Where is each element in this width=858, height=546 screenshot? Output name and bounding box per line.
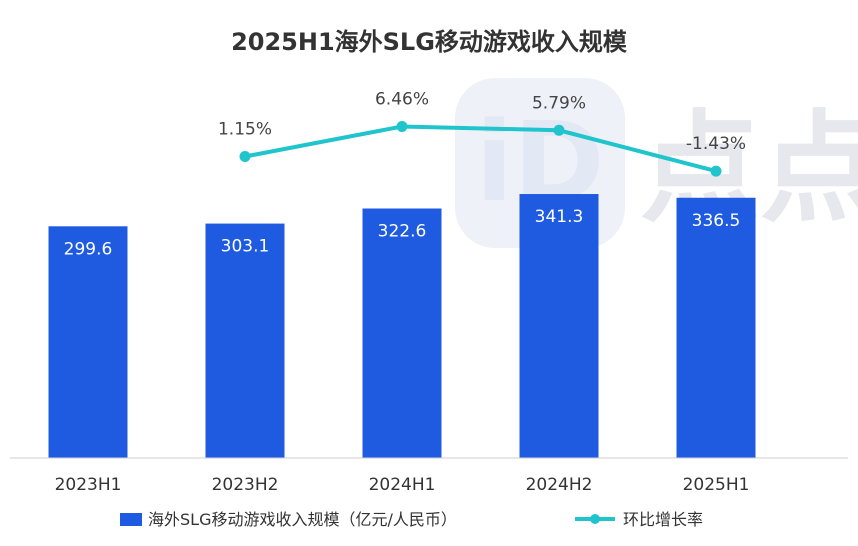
- growth-point-2023H2: [239, 151, 251, 163]
- growth-value-label: 5.79%: [532, 93, 586, 113]
- chart-title: 2025H1海外SLG移动游戏收入规模: [231, 28, 628, 56]
- bar-value-label: 299.6: [64, 239, 113, 259]
- legend-line-marker: [590, 514, 600, 524]
- bar-series: 299.6 303.1 322.6 341.3 336.5: [48, 194, 756, 458]
- bar-value-label: 303.1: [221, 237, 270, 257]
- legend-line-label: 环比增长率: [623, 510, 703, 529]
- bar-2025H1: [676, 197, 756, 458]
- bar-value-label: 322.6: [378, 222, 427, 242]
- bar-2024H2: [519, 194, 599, 458]
- growth-point-2024H2: [553, 124, 565, 136]
- bar-2023H1: [48, 226, 128, 458]
- bar-2024H1: [362, 208, 442, 458]
- growth-value-label: 6.46%: [375, 90, 429, 110]
- x-tick-2023H2: 2023H2: [212, 475, 279, 495]
- watermark-logo: iD 点点: [455, 78, 858, 248]
- x-tick-2024H2: 2024H2: [526, 475, 593, 495]
- legend: 海外SLG移动游戏收入规模（亿元/人民币） 环比增长率: [120, 510, 703, 529]
- growth-rate-line: [244, 124, 717, 174]
- x-axis-tick-labels: 2023H1 2023H2 2024H1 2024H2 2025H1: [55, 475, 750, 495]
- growth-value-label: -1.43%: [686, 134, 746, 154]
- x-tick-2023H1: 2023H1: [55, 475, 122, 495]
- bar-value-label: 336.5: [692, 211, 741, 231]
- legend-bar-swatch: [120, 513, 142, 526]
- growth-rate-series: 1.15% 6.46% 5.79% -1.43%: [218, 90, 746, 177]
- bar-value-label: 341.3: [535, 207, 584, 227]
- legend-bar-label: 海外SLG移动游戏收入规模（亿元/人民币）: [148, 510, 457, 529]
- bar-2023H2: [205, 223, 285, 458]
- x-tick-2024H1: 2024H1: [369, 475, 436, 495]
- growth-value-label: 1.15%: [218, 120, 272, 140]
- growth-point-2024H1: [396, 121, 408, 133]
- growth-point-2025H1: [710, 165, 722, 177]
- x-tick-2025H1: 2025H1: [683, 475, 750, 495]
